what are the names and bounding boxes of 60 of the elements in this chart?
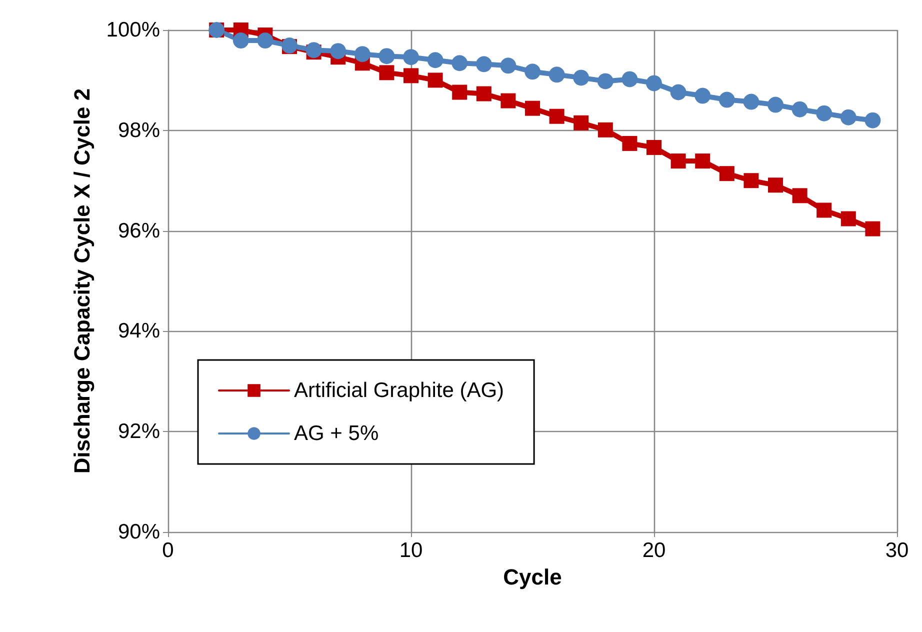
point xyxy=(597,73,614,90)
x-tick-label: 0 xyxy=(162,539,174,562)
point xyxy=(694,88,711,104)
point xyxy=(744,173,759,188)
point xyxy=(646,140,662,155)
point xyxy=(622,71,638,88)
legend-label: Artificial Graphite (AG) xyxy=(294,379,504,402)
point xyxy=(670,84,686,100)
point xyxy=(354,46,370,62)
y-axis-title: Discharge Capacity Cycle X / Cycle 2 xyxy=(70,88,94,474)
point xyxy=(232,32,249,49)
point xyxy=(840,109,856,126)
y-tick-label: 100% xyxy=(106,18,160,42)
x-tick-label: 10 xyxy=(399,539,423,562)
point xyxy=(524,64,540,80)
y-tick-label: 94% xyxy=(118,320,160,343)
point xyxy=(452,84,468,100)
y-tick-label: 92% xyxy=(118,420,160,444)
point xyxy=(646,75,662,92)
point xyxy=(548,66,565,83)
x-axis-title: Cycle xyxy=(503,564,562,590)
point xyxy=(718,92,735,108)
point xyxy=(378,48,395,64)
point xyxy=(573,70,590,86)
point xyxy=(525,100,540,116)
point xyxy=(768,96,784,113)
point xyxy=(476,56,492,72)
point xyxy=(404,68,418,84)
point xyxy=(816,105,832,122)
point xyxy=(719,166,734,182)
point xyxy=(500,58,516,74)
point xyxy=(768,178,783,193)
point xyxy=(549,108,564,124)
point xyxy=(865,221,880,236)
point xyxy=(816,202,832,218)
point xyxy=(840,211,856,226)
point xyxy=(622,136,638,151)
point xyxy=(379,65,394,80)
point xyxy=(330,43,346,60)
point xyxy=(403,49,419,66)
y-tick-label: 98% xyxy=(118,118,160,142)
legend-label: AG + 5% xyxy=(294,422,379,445)
point xyxy=(792,101,808,118)
point xyxy=(427,52,444,68)
point xyxy=(670,154,686,169)
point xyxy=(792,188,808,204)
point xyxy=(476,86,492,102)
y-tick-label: 90% xyxy=(118,520,160,544)
point xyxy=(598,122,613,138)
point xyxy=(428,72,443,88)
point xyxy=(864,112,881,128)
point xyxy=(743,94,760,110)
point xyxy=(452,55,468,72)
x-tick-label: 30 xyxy=(885,539,909,562)
y-tick-label: 96% xyxy=(118,219,160,242)
x-tick-label: 20 xyxy=(642,539,666,562)
point xyxy=(695,154,710,169)
point xyxy=(574,115,589,130)
point xyxy=(500,93,516,108)
point xyxy=(257,32,274,49)
